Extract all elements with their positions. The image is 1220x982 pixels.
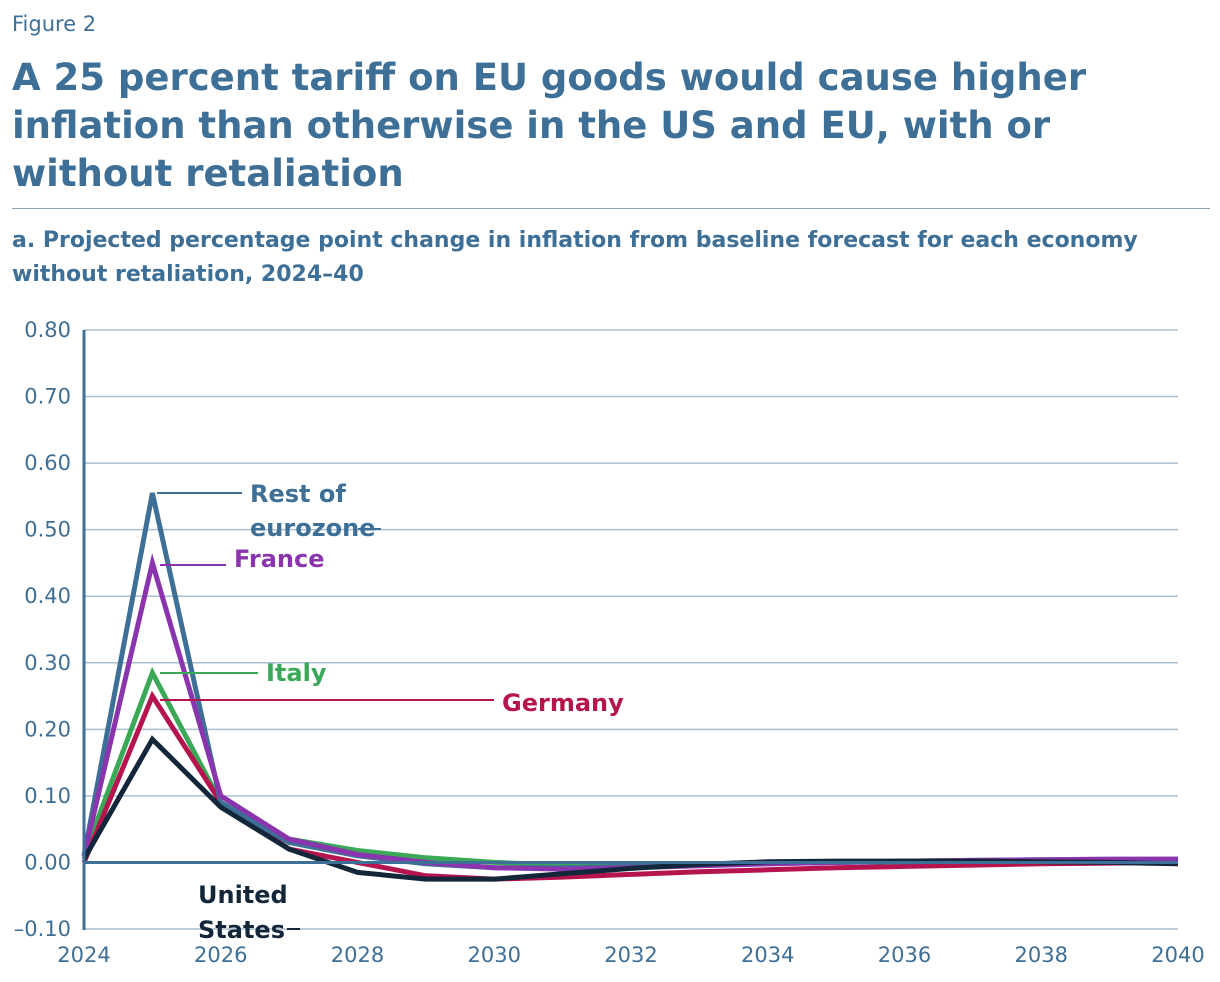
title-divider [12, 208, 1210, 209]
y-tick-label: 0.70 [24, 385, 71, 409]
x-axis-tick-labels: 2024 2026 2028 2030 2032 2034 2036 2038 2040 [57, 943, 1204, 967]
series-label-united_states: United [198, 881, 288, 909]
x-tick-label: 2030 [468, 943, 521, 967]
x-tick-label: 2024 [57, 943, 110, 967]
x-tick-label: 2032 [604, 943, 657, 967]
y-tick-label: 0.10 [24, 784, 71, 808]
chart-subtitle: a. Projected percentage point change in … [12, 228, 1138, 287]
series-line-germany [81, 690, 1179, 882]
x-tick-label: 2040 [1151, 943, 1204, 967]
series-label-rest_of_eurozone: eurozone [250, 514, 376, 542]
y-tick-label: 0.50 [24, 518, 71, 542]
x-tick-label: 2034 [741, 943, 794, 967]
y-tick-label: 0.00 [24, 850, 71, 874]
y-tick-label: –0.10 [14, 917, 71, 941]
series-labels: Italy Germany Rest of eurozone France United S… [157, 480, 624, 944]
x-tick-label: 2036 [878, 943, 931, 967]
series-label-france: France [234, 545, 324, 573]
series-label-germany: Germany [502, 689, 624, 717]
figure-label: Figure 2 [12, 12, 97, 36]
series-label-italy: Italy [266, 659, 327, 687]
axes [82, 330, 1178, 930]
series-line-italy [81, 666, 1179, 869]
y-axis-tick-labels: 0.80 0.70 0.60 0.50 0.40 0.30 0.20 0.10 0.00 –0.1… [14, 318, 71, 941]
y-tick-label: 0.20 [24, 717, 71, 741]
series-label-rest_of_eurozone: Rest of [250, 480, 346, 508]
y-tick-label: 0.30 [24, 651, 71, 675]
gridlines [84, 329, 1178, 930]
chart-title: A 25 percent tariff on EU goods would ca… [12, 56, 1087, 195]
x-tick-label: 2038 [1015, 943, 1068, 967]
y-tick-label: 0.80 [24, 318, 71, 342]
y-tick-label: 0.60 [24, 451, 71, 475]
x-tick-label: 2026 [194, 943, 247, 967]
series-label-united_states: States [198, 916, 285, 944]
y-tick-label: 0.40 [24, 584, 71, 608]
x-tick-label: 2028 [331, 943, 384, 967]
